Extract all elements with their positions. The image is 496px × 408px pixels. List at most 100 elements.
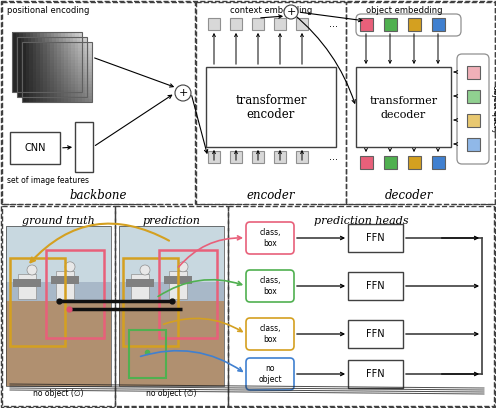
Bar [38, 94, 42, 97]
Bar [20, 40, 24, 43]
Bar [35, 37, 38, 40]
Bar [24, 58, 27, 61]
Bar [45, 55, 49, 58]
Bar [54, 93, 57, 96]
Bar [6, 226, 111, 386]
Bar [54, 48, 57, 51]
Bar [88, 93, 92, 96]
Bar [80, 91, 83, 94]
Bar [64, 90, 67, 93]
Bar [50, 69, 54, 72]
Bar [19, 74, 22, 77]
Bar [40, 62, 44, 65]
Bar [19, 83, 22, 86]
Bar [22, 96, 25, 99]
Bar [38, 85, 42, 88]
Bar [36, 93, 40, 96]
Bar [74, 96, 78, 99]
Bar [31, 61, 35, 64]
Bar [49, 61, 52, 64]
Bar [29, 68, 33, 71]
Bar [15, 47, 19, 50]
Bar [12, 89, 15, 92]
Bar [12, 68, 15, 71]
Text: ground truth: ground truth [22, 216, 95, 226]
Bar [19, 35, 22, 38]
Bar [22, 47, 26, 50]
Bar [40, 42, 43, 45]
Bar [57, 93, 61, 96]
Bar [61, 51, 64, 54]
Bar [29, 50, 33, 53]
Bar [19, 65, 22, 68]
Bar [17, 55, 20, 58]
Bar [83, 67, 87, 70]
Bar [76, 76, 80, 79]
Bar [36, 54, 40, 57]
Bar [348, 224, 403, 252]
Bar [33, 44, 37, 47]
Bar [51, 86, 54, 89]
Bar [29, 60, 33, 63]
Bar [57, 69, 61, 72]
Bar [68, 80, 71, 83]
Bar [15, 44, 19, 47]
Bar [360, 155, 372, 169]
Bar [62, 40, 66, 43]
Bar [20, 70, 24, 73]
Bar [52, 88, 56, 91]
Bar [66, 79, 69, 82]
Bar [22, 66, 25, 69]
Bar [61, 32, 64, 35]
Bar [36, 81, 40, 84]
Bar [40, 87, 43, 90]
Bar [22, 87, 25, 90]
Bar [15, 77, 19, 80]
Bar [15, 56, 19, 59]
Text: prediction: prediction [142, 216, 200, 226]
Bar [50, 75, 54, 78]
Bar [54, 42, 57, 45]
Bar [15, 65, 19, 68]
Bar [44, 89, 47, 92]
Bar [68, 62, 71, 65]
Bar [22, 83, 26, 86]
Bar [29, 56, 33, 59]
Bar [80, 73, 83, 76]
Bar [42, 49, 45, 52]
Bar [78, 41, 82, 44]
Bar [52, 46, 56, 49]
Bar [74, 81, 78, 84]
Bar [26, 47, 29, 50]
Bar [67, 48, 71, 51]
Bar [64, 68, 68, 71]
Bar [29, 84, 33, 87]
Bar [164, 276, 192, 284]
Bar [56, 67, 59, 70]
Bar [64, 99, 67, 102]
Bar [54, 68, 58, 71]
Bar [43, 48, 47, 51]
Bar [54, 99, 57, 102]
Bar [47, 78, 50, 81]
Bar [78, 81, 81, 84]
Bar [33, 96, 36, 99]
Bar [68, 32, 71, 35]
Bar [62, 85, 66, 88]
Bar [71, 87, 74, 90]
Bar [15, 80, 19, 83]
Bar [85, 99, 88, 102]
Bar [19, 77, 22, 80]
Bar [29, 47, 33, 50]
Bar [66, 88, 69, 91]
Bar [47, 89, 51, 92]
Bar [88, 69, 92, 72]
Bar [25, 78, 29, 81]
Bar [57, 54, 61, 57]
Bar [15, 32, 19, 35]
Bar [44, 71, 47, 74]
Bar [52, 79, 56, 82]
Bar [54, 80, 58, 83]
Bar [88, 75, 92, 78]
Bar [62, 64, 66, 67]
